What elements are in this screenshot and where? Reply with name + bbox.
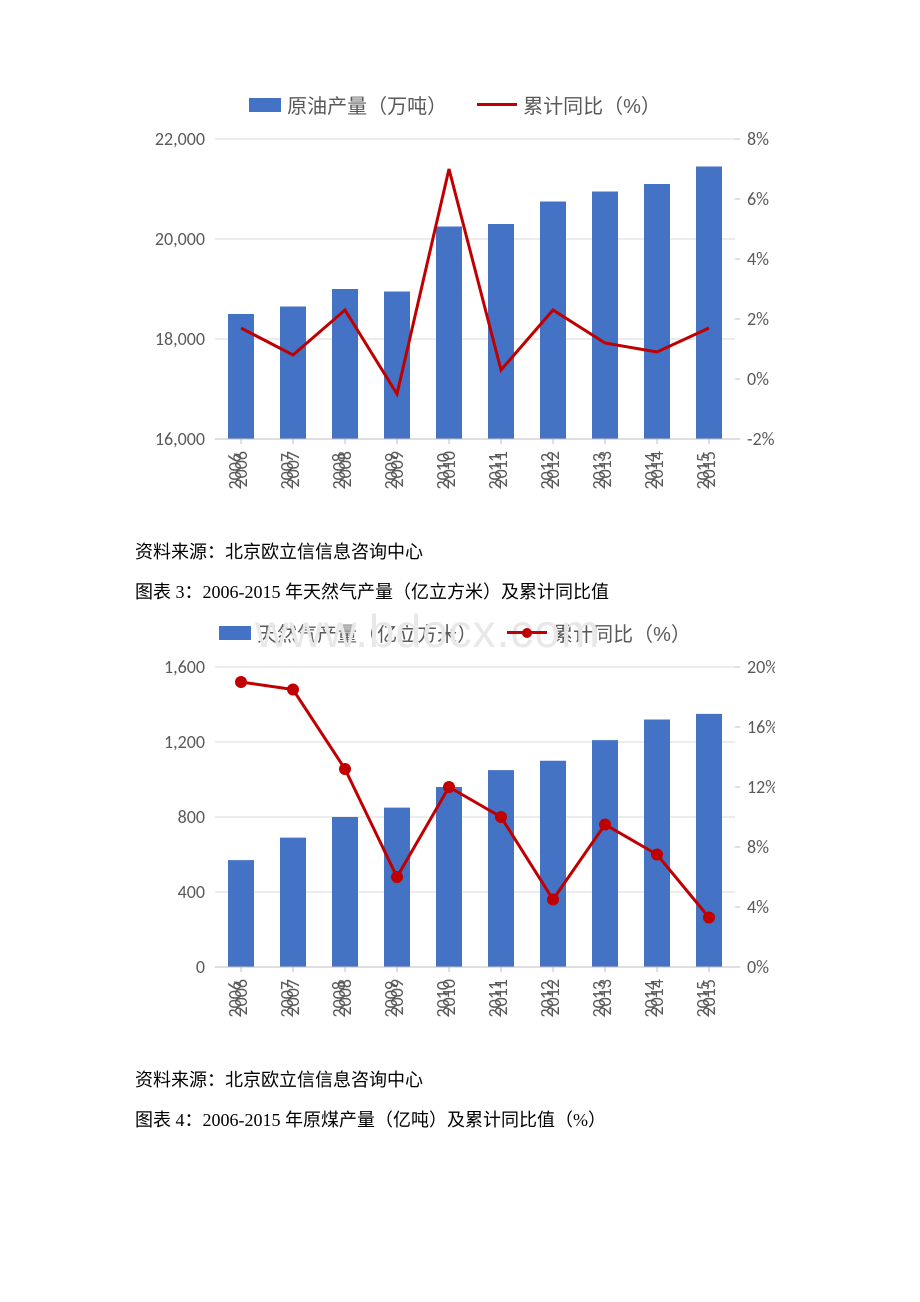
- svg-text:-2%: -2%: [747, 428, 775, 450]
- svg-text:20%: 20%: [747, 657, 775, 678]
- svg-text:2015: 2015: [698, 451, 720, 488]
- chart1-legend-bar: 原油产量（万吨）: [249, 90, 447, 119]
- svg-text:2013: 2013: [594, 979, 616, 1016]
- chart2-legend-line: 累计同比（%）: [507, 618, 691, 647]
- svg-text:2010: 2010: [438, 979, 460, 1016]
- line-marker-swatch-icon: [507, 631, 547, 634]
- svg-text:16%: 16%: [747, 716, 775, 738]
- svg-text:6%: 6%: [747, 188, 769, 210]
- svg-text:2012: 2012: [542, 451, 564, 488]
- svg-text:2012: 2012: [542, 979, 564, 1016]
- svg-text:22,000: 22,000: [155, 129, 205, 150]
- chart1-legend-line-label: 累计同比（%）: [523, 90, 661, 119]
- svg-text:1,200: 1,200: [164, 731, 205, 753]
- svg-text:8%: 8%: [747, 129, 769, 150]
- svg-text:20,000: 20,000: [155, 228, 205, 250]
- caption-3: 图表 3：2006-2015 年天然气产量（亿立方米）及累计同比值: [135, 578, 920, 604]
- svg-text:2011: 2011: [490, 451, 512, 488]
- svg-text:2011: 2011: [490, 979, 512, 1016]
- chart1-legend-bar-label: 原油产量（万吨）: [287, 90, 447, 119]
- chart2-legend-line-label: 累计同比（%）: [553, 618, 691, 647]
- svg-text:2%: 2%: [747, 308, 769, 330]
- svg-text:18,000: 18,000: [155, 328, 205, 350]
- svg-text:2015: 2015: [698, 979, 720, 1016]
- chart1-block: 原油产量（万吨） 累计同比（%） 16,000 18,000 20,000 22,00…: [135, 90, 775, 524]
- svg-text:0: 0: [196, 956, 205, 978]
- svg-text:2006: 2006: [230, 451, 252, 488]
- line-swatch-icon: [477, 103, 517, 106]
- chart2-legend: 天然气产量（亿立方米） 累计同比（%）: [135, 618, 775, 647]
- bar-swatch-icon: [219, 626, 251, 640]
- svg-text:400: 400: [178, 881, 205, 903]
- svg-text:2008: 2008: [334, 451, 356, 488]
- svg-text:2009: 2009: [386, 451, 408, 488]
- chart1-svg: 16,000 18,000 20,000 22,000 -2% 0% 2% 4% 6% 8% 200…: [135, 129, 775, 519]
- svg-text:16,000: 16,000: [155, 428, 205, 450]
- bar-swatch-icon: [249, 98, 281, 112]
- chart1-source: 资料来源：北京欧立信信息咨询中心: [135, 538, 920, 564]
- svg-text:800: 800: [178, 806, 205, 828]
- caption-4: 图表 4：2006-2015 年原煤产量（亿吨）及累计同比值（%）: [135, 1106, 920, 1132]
- chart2-legend-bar: 天然气产量（亿立方米）: [219, 618, 477, 647]
- chart1-legend-line: 累计同比（%）: [477, 90, 661, 119]
- svg-text:1,600: 1,600: [164, 657, 205, 678]
- svg-text:2008: 2008: [334, 979, 356, 1016]
- svg-text:2014: 2014: [646, 979, 668, 1016]
- svg-text:2014: 2014: [646, 451, 668, 488]
- svg-text:2006: 2006: [230, 979, 252, 1016]
- svg-text:2010: 2010: [438, 451, 460, 488]
- chart2-svg: 0 400 800 1,200 1,600 0% 4% 8% 12% 16% 20% 2006 2007…: [135, 657, 775, 1047]
- svg-text:2007: 2007: [282, 979, 304, 1016]
- svg-text:4%: 4%: [747, 896, 769, 918]
- svg-text:2007: 2007: [282, 451, 304, 488]
- svg-text:12%: 12%: [747, 776, 775, 798]
- svg-text:2013: 2013: [594, 451, 616, 488]
- svg-text:8%: 8%: [747, 836, 769, 858]
- chart2-block: www.bdocx.com 天然气产量（亿立方米） 累计同比（%） 040080…: [135, 618, 775, 1052]
- svg-text:0%: 0%: [747, 956, 769, 978]
- chart2-legend-bar-label: 天然气产量（亿立方米）: [257, 618, 477, 647]
- svg-text:4%: 4%: [747, 248, 769, 270]
- svg-text:2009: 2009: [386, 979, 408, 1016]
- page: 原油产量（万吨） 累计同比（%） 16,000 18,000 20,000 22,00…: [0, 0, 920, 1132]
- chart2-source: 资料来源：北京欧立信信息咨询中心: [135, 1066, 920, 1092]
- chart1-legend: 原油产量（万吨） 累计同比（%）: [135, 90, 775, 119]
- svg-text:0%: 0%: [747, 368, 769, 390]
